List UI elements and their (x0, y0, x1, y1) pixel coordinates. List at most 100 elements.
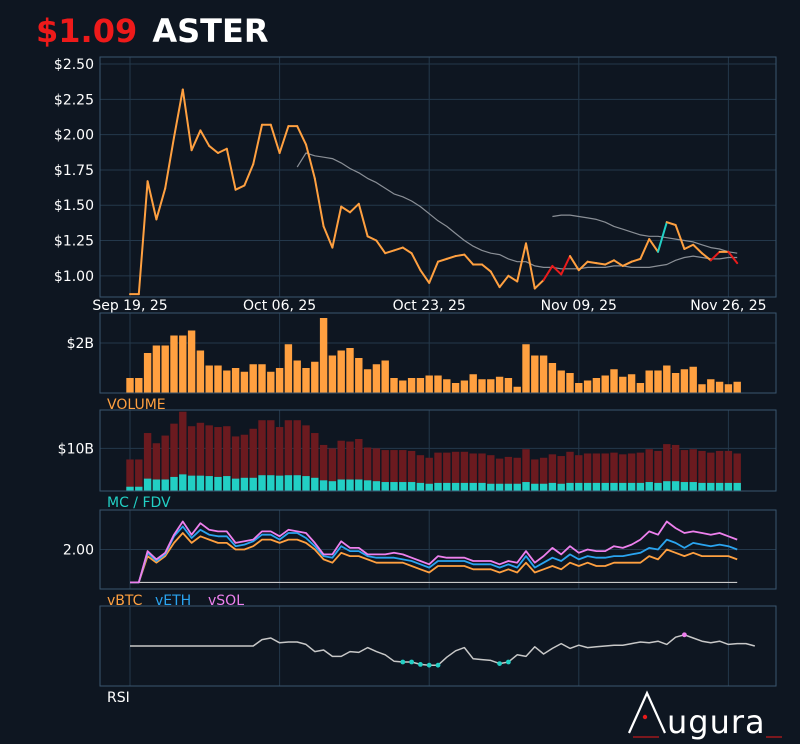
rsi-overbought-dot (682, 632, 687, 638)
volume-bar (355, 358, 363, 393)
volume-panel-frame (99, 312, 777, 394)
price-line-segment (665, 221, 677, 226)
fdv-bar (381, 482, 389, 491)
fdv-bar (645, 482, 653, 491)
mc-bar (372, 448, 381, 491)
mc-bar (495, 458, 504, 491)
volume-panel: $2B VOLUME (67, 312, 777, 413)
fdv-bar (223, 476, 231, 491)
price-line-segment (410, 252, 422, 272)
volume-bars (126, 318, 741, 393)
volume-bar (328, 355, 337, 393)
fdv-bar (179, 474, 187, 491)
mc-bar (654, 450, 662, 491)
rsi-oversold-dot (426, 662, 432, 668)
volume-bar (407, 378, 416, 393)
price-line-segment (305, 143, 316, 180)
mc-bar (143, 433, 152, 491)
mc-bar (689, 449, 697, 491)
price-line-segment (366, 235, 378, 242)
price-line-segment (577, 260, 589, 272)
brand-logo: ugura (627, 690, 782, 741)
volume-bar (143, 353, 152, 393)
volume-bar (522, 344, 530, 393)
fdv-bar (548, 482, 557, 491)
price-y-tick-labels: $1.00 $1.25 $1.50 $1.75 $2.00 $2.25 $2.50 (54, 57, 94, 285)
mc-bar (487, 455, 495, 491)
mc-bar (619, 454, 627, 491)
price-x-tick-label: Oct 23, 25 (393, 298, 466, 314)
mc-bar (636, 452, 645, 491)
mc-bar (663, 444, 671, 491)
mc-bar (610, 452, 618, 491)
header: $1.09 ASTER (36, 12, 269, 50)
volume-bar (654, 370, 662, 393)
fdv-bar (275, 475, 284, 491)
price-x-tick-label: Sep 19, 25 (92, 298, 167, 314)
logo-dot (642, 714, 648, 720)
volume-bar (249, 364, 257, 393)
mc-bar (592, 453, 601, 491)
mc-bar (566, 451, 574, 491)
volume-bar (698, 384, 706, 393)
fdv-bar (390, 482, 398, 491)
volume-bar (469, 374, 477, 393)
volume-bar (707, 379, 715, 393)
fdv-bar (249, 477, 257, 491)
rsi-oversold-dot (400, 659, 406, 665)
fdv-bar (284, 475, 293, 491)
mc-bar (504, 456, 513, 491)
price-line-segment (525, 242, 536, 290)
price-line-segment (234, 184, 246, 191)
price-line-segment (243, 163, 255, 187)
volume-bar (715, 381, 724, 393)
fdv-bar (267, 475, 275, 491)
price-line-segment (692, 243, 703, 255)
price-line-segment (252, 123, 263, 166)
volume-bar (627, 374, 636, 393)
rsi-panel: RSI (99, 605, 777, 706)
volume-bar (319, 318, 328, 393)
volume-bar (680, 369, 689, 393)
fdv-bar (205, 476, 213, 491)
price-line-segment (639, 238, 651, 260)
vsol-line (130, 520, 738, 584)
price-grid (100, 57, 776, 297)
price-line-segment (701, 252, 712, 262)
price-line-segment (516, 242, 527, 283)
mc-bar (284, 420, 293, 491)
volume-bar (557, 370, 565, 393)
fdv-bar (557, 483, 565, 491)
volume-y-tick-label: $2B (67, 336, 94, 352)
price-line-segment (489, 270, 501, 289)
price-x-tick-label: Oct 06, 25 (243, 298, 316, 314)
volume-bar (231, 368, 240, 393)
volume-bar (566, 373, 574, 393)
volume-bar (293, 360, 301, 393)
fdv-bar (715, 482, 724, 491)
volume-bar (619, 376, 627, 393)
volume-bar (531, 355, 539, 393)
mc-bar (381, 450, 389, 491)
fdv-bar (161, 479, 169, 491)
price-line-segment (340, 205, 351, 214)
volume-bar (513, 386, 521, 393)
mc-bar (707, 452, 715, 491)
mc-bar (258, 420, 266, 491)
mcfdv-y-tick-labels: $10B (58, 441, 94, 457)
price-line-segment (621, 260, 633, 267)
ticker-symbol: ASTER (152, 12, 269, 50)
price-line-segment (428, 260, 439, 284)
volume-bar (443, 379, 451, 393)
relative-y-tick-label: 2.00 (63, 543, 94, 559)
fdv-bar (443, 482, 451, 491)
fdv-bar (504, 483, 513, 491)
volume-bar (284, 344, 293, 393)
price-y-tick-label: $1.25 (54, 234, 94, 250)
mc-bar (196, 422, 205, 491)
price-line-segment (357, 202, 369, 238)
price-panel: $1.00 $1.25 $1.50 $1.75 $2.00 $2.25 $2.50 Sep … (54, 56, 777, 314)
mc-bar (161, 435, 169, 491)
volume-bar (434, 375, 442, 393)
mc-bar (522, 449, 530, 491)
